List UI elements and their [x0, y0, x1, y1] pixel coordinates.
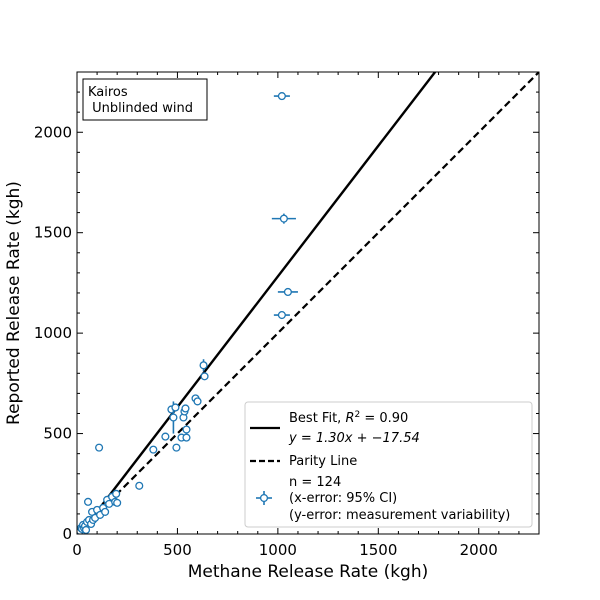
y-tick-label: 2000	[34, 123, 72, 141]
point-marker	[283, 287, 292, 297]
legend-marker	[259, 493, 269, 503]
annotation-box: Kairos Unblinded wind	[82, 78, 208, 121]
data-point	[161, 432, 170, 441]
point-marker	[181, 404, 190, 413]
point-marker	[169, 413, 178, 422]
annotation-line-1: Kairos	[88, 85, 128, 100]
best-fit-line	[78, 72, 437, 534]
x-tick-label: 2000	[460, 541, 498, 559]
x-tick-label: 500	[163, 541, 192, 559]
legend-fit-label-line-2: y = 1.30x + −17.54	[288, 431, 420, 446]
legend-points-label-line-2: (x-error: 95% CI)	[289, 491, 397, 506]
y-tick-label: 500	[43, 425, 72, 443]
annotation-frame	[82, 78, 208, 121]
y-tick-label: 1500	[34, 224, 72, 242]
x-tick-label: 0	[72, 541, 82, 559]
point-marker	[182, 425, 191, 434]
lines-layer	[77, 72, 539, 534]
points-layer	[77, 92, 298, 534]
annotation-line-2: Unblinded wind	[88, 101, 193, 116]
point-marker	[200, 372, 209, 381]
point-marker	[279, 214, 288, 223]
data-point	[182, 425, 191, 434]
plot-frame	[76, 71, 540, 535]
y-tick-label: 1000	[34, 324, 72, 342]
point-marker	[112, 489, 121, 498]
data-point	[95, 443, 104, 452]
legend: Best Fit, R2 = 0.90 y = 1.30x + −17.54 P…	[244, 401, 533, 528]
legend-fit-prefix: Best Fit,	[289, 411, 345, 426]
x-tick-label: 1000	[259, 541, 297, 559]
point-marker	[101, 507, 110, 516]
data-point	[171, 403, 180, 412]
legend-fit-suffix: = 0.90	[360, 411, 408, 426]
legend-points-swatch	[256, 491, 272, 505]
data-point	[181, 404, 190, 413]
data-point	[277, 287, 298, 297]
point-marker	[199, 361, 208, 370]
point-marker	[277, 311, 286, 320]
parity-line	[77, 72, 539, 534]
point-marker	[149, 445, 158, 454]
point-marker	[81, 525, 91, 534]
data-point	[193, 397, 202, 406]
point-marker	[113, 498, 122, 507]
data-point	[199, 359, 208, 372]
data-point	[112, 489, 121, 498]
data-point	[135, 481, 144, 490]
legend-r-exponent: 2	[354, 410, 360, 420]
x-tick-label: 1500	[359, 541, 397, 559]
point-marker	[171, 403, 180, 412]
legend-frame	[244, 401, 533, 528]
data-point	[101, 507, 110, 516]
data-point	[273, 311, 290, 320]
data-point	[273, 92, 290, 101]
data-point	[149, 445, 158, 454]
y-axis-label: Reported Release Rate (kgh)	[4, 181, 24, 425]
data-point	[83, 497, 93, 506]
y-tick-label: 0	[62, 525, 72, 543]
point-marker	[83, 497, 93, 506]
legend-parity-label: Parity Line	[289, 454, 357, 469]
legend-r-symbol: R	[345, 411, 354, 426]
point-marker	[172, 443, 181, 452]
data-point	[182, 433, 191, 442]
legend-points-label-line-3: (y-error: measurement variability)	[289, 508, 510, 523]
point-marker	[277, 92, 286, 101]
point-marker	[135, 481, 144, 490]
data-point	[172, 443, 181, 452]
data-point	[271, 213, 296, 224]
data-point	[81, 525, 91, 534]
point-marker	[193, 397, 202, 406]
x-axis-label: Methane Release Rate (kgh)	[188, 562, 429, 582]
data-point	[200, 372, 209, 381]
legend-points-label-line-1: n = 124	[289, 475, 341, 490]
ticks-layer: 0 500 1000 1500 2000 0 500 1000 1500 2000	[34, 72, 539, 559]
point-marker	[95, 443, 104, 452]
point-marker	[182, 433, 191, 442]
legend-fit-label-line-1: Best Fit, R2 = 0.90	[289, 410, 408, 426]
point-marker	[161, 432, 170, 441]
data-point	[113, 498, 122, 507]
